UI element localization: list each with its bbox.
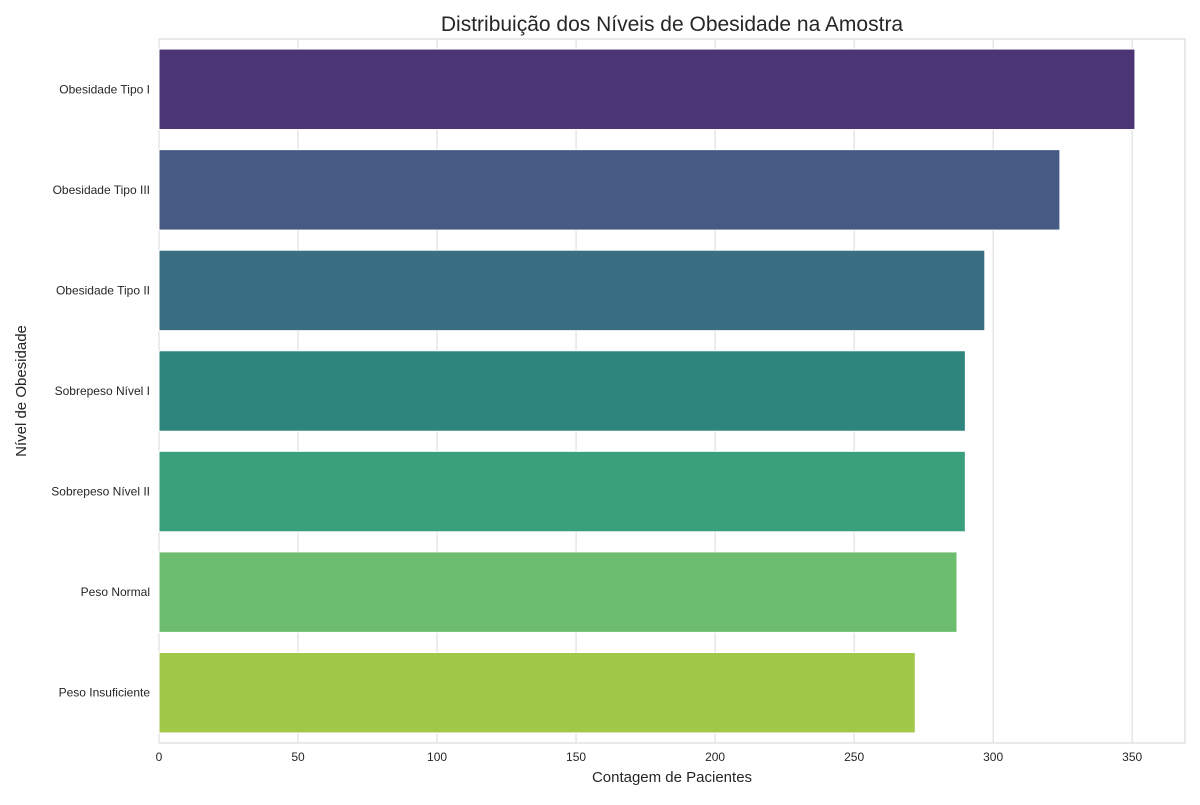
x-tick-label: 300: [983, 750, 1003, 764]
x-tick-label: 150: [566, 750, 586, 764]
x-tick-label: 250: [844, 750, 864, 764]
x-tick-label: 0: [156, 750, 163, 764]
y-tick-labels: Obesidade Tipo I Obesidade Tipo III Obesid…: [51, 82, 150, 699]
x-tick-label: 350: [1122, 750, 1142, 764]
x-tick-labels: 0 50 100 150 200 250 300 350: [156, 750, 1143, 764]
x-tick-label: 200: [705, 750, 725, 764]
bar: [158, 551, 958, 633]
bar: [158, 249, 986, 332]
y-tick-label: Obesidade Tipo II: [56, 283, 150, 297]
x-axis-label: Contagem de Pacientes: [592, 769, 752, 786]
bars: [158, 48, 1136, 734]
y-tick-label: Sobrepeso Nível II: [51, 485, 150, 499]
y-tick-label: Obesidade Tipo III: [53, 183, 150, 197]
y-tick-label: Sobrepeso Nível I: [55, 384, 150, 398]
y-tick-label: Peso Insuficiente: [59, 686, 151, 700]
bar: [158, 48, 1136, 131]
y-tick-label: Peso Normal: [81, 585, 150, 599]
bar: [158, 149, 1061, 231]
chart-title: Distribuição dos Níveis de Obesidade na …: [441, 13, 904, 36]
y-tick-label: Obesidade Tipo I: [59, 82, 150, 96]
x-tick-label: 100: [427, 750, 447, 764]
y-axis-label: Nível de Obesidade: [13, 325, 30, 457]
bar: [158, 350, 966, 432]
x-tick-label: 50: [291, 750, 305, 764]
bar: [158, 651, 916, 734]
bar: [158, 450, 966, 533]
